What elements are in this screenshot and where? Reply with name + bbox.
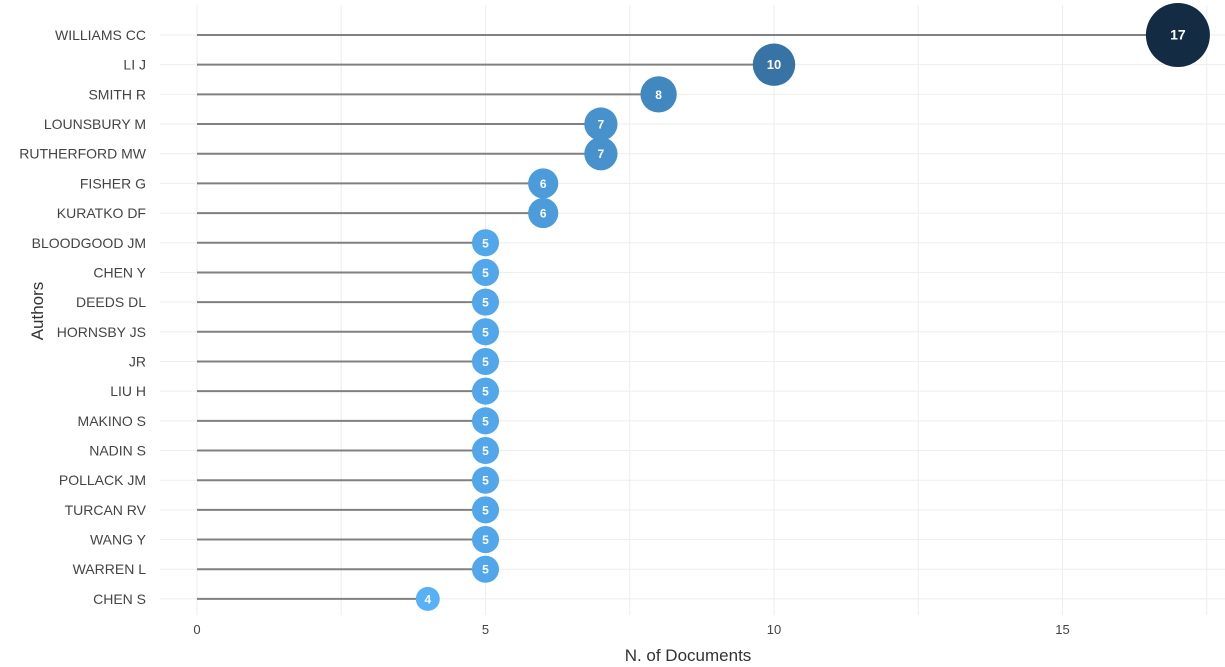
y-axis-title: Authors: [28, 282, 47, 341]
lollipop-point: [528, 168, 559, 199]
author-label: MAKINO S: [78, 413, 146, 429]
data-value-label: 5: [482, 503, 489, 517]
x-axis-ticks: 0 5 10 15: [193, 622, 1069, 637]
author-label: TURCAN RV: [65, 502, 147, 518]
author-label: SMITH R: [88, 86, 146, 102]
data-value-label: 4: [424, 592, 431, 606]
author-label: DEEDS DL: [76, 294, 146, 310]
data-value-label: 5: [482, 414, 489, 428]
lollipop-point: [471, 288, 500, 316]
lollipop-point: [471, 555, 500, 583]
author-label: KURATKO DF: [57, 205, 146, 221]
author-label: LI J: [123, 57, 146, 73]
data-value-label: 5: [482, 444, 489, 458]
data-value-label: 5: [482, 236, 489, 250]
author-label: NADIN S: [89, 443, 146, 459]
lollipop-point: [471, 436, 500, 465]
data-value-label: 5: [482, 563, 489, 577]
author-label: CHEN Y: [93, 264, 146, 280]
data-value-label: 5: [482, 355, 489, 369]
x-tick-label: 10: [767, 622, 781, 637]
lollipop-point: [471, 229, 500, 257]
data-value-label: 10: [767, 57, 781, 72]
author-label: LOUNSBURY M: [44, 116, 146, 132]
data-value-label: 8: [655, 88, 662, 102]
data-value-label: 7: [598, 118, 605, 132]
stem-layer: [197, 34, 1178, 600]
lollipop-point: [584, 107, 618, 141]
author-label: WANG Y: [90, 532, 147, 548]
author-labels: WILLIAMS CC LI J SMITH R LOUNSBURY M RUTHERF…: [19, 27, 147, 607]
data-value-label: 5: [482, 385, 489, 399]
x-axis-title: N. of Documents: [625, 646, 752, 665]
author-label: LIU H: [110, 383, 146, 399]
grid-layer: [160, 5, 1225, 615]
author-label: JR: [129, 353, 146, 369]
author-label: WILLIAMS CC: [55, 27, 146, 43]
data-value-label: 5: [482, 325, 489, 339]
x-tick-label: 0: [193, 622, 200, 637]
lollipop-point: [528, 198, 559, 229]
author-label: RUTHERFORD MW: [19, 146, 147, 162]
author-label: POLLACK JM: [59, 472, 146, 488]
data-value-label: 5: [482, 266, 489, 280]
data-value-label: 5: [482, 474, 489, 488]
lollipop-point: [584, 137, 618, 171]
data-value-label: 7: [598, 147, 605, 161]
author-label: CHEN S: [93, 591, 146, 607]
lollipop-point: [471, 347, 500, 376]
lollipop-point: [1145, 3, 1210, 67]
author-label: HORNSBY JS: [57, 324, 146, 340]
data-value-label: 17: [1170, 27, 1186, 43]
lollipop-point: [471, 526, 500, 554]
x-tick-label: 5: [482, 622, 489, 637]
author-label: WARREN L: [73, 561, 147, 577]
lollipop-point: [752, 43, 796, 86]
data-value-label: 6: [540, 207, 547, 221]
author-label: FISHER G: [80, 175, 146, 191]
point-layer: 17 10 8 7 7 6 6 5 5 5 5 5 5 5 5 5 5 5 5 4: [415, 3, 1210, 611]
lollipop-point: [471, 258, 500, 286]
lollipop-point: [471, 496, 500, 524]
data-value-label: 5: [482, 533, 489, 547]
lollipop-point: [640, 76, 677, 113]
x-tick-label: 15: [1055, 622, 1069, 637]
data-value-label: 6: [540, 177, 547, 191]
author-label: BLOODGOOD JM: [32, 235, 146, 251]
lollipop-point: [471, 407, 500, 435]
data-value-label: 5: [482, 296, 489, 310]
lollipop-point: [471, 377, 500, 405]
lollipop-point: [415, 586, 440, 611]
lollipop-point: [471, 466, 500, 494]
lollipop-point: [471, 318, 500, 346]
